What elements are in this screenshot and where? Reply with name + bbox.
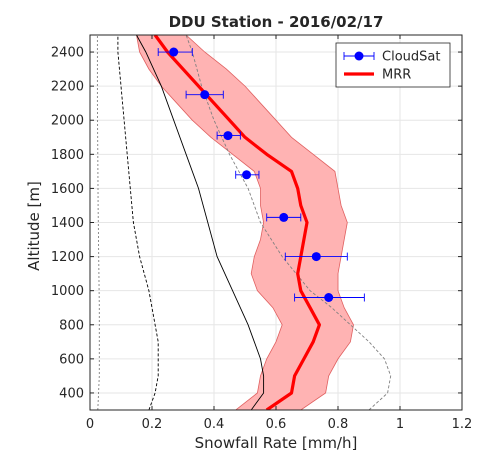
legend: CloudSat MRR [335, 42, 451, 88]
x-tick-label: 0.4 [204, 417, 225, 432]
x-tick-label: 0.6 [266, 417, 287, 432]
cloudsat-point [324, 293, 334, 302]
legend-box [335, 42, 451, 88]
ticks: 0 0.2 0.4 0.6 0.8 1 1.2 400 600 800 1000 1200 1400 16… [51, 35, 472, 432]
chart-title: DDU Station - 2016/02/17 [169, 13, 384, 31]
legend-label-mrr: MRR [382, 68, 411, 83]
mrr-line [153, 35, 321, 410]
reference-line-dashed-gray [185, 35, 392, 410]
y-tick-label: 2200 [51, 80, 84, 95]
cloudsat-point [200, 90, 210, 100]
cloudsat-point [311, 252, 321, 262]
legend-label-cloudsat: CloudSat [382, 50, 440, 65]
y-tick-label: 1000 [51, 284, 84, 299]
cloudsat-point [223, 131, 233, 141]
x-tick-label: 0.2 [142, 417, 163, 432]
cloudsat-point [169, 47, 179, 57]
x-tick-label: 1 [396, 417, 404, 432]
y-tick-label: 1400 [51, 216, 84, 231]
reference-line-solid [136, 35, 265, 410]
y-tick-label: 400 [59, 386, 84, 401]
y-tick-label: 2000 [51, 114, 84, 129]
reference-line-dotted-gray [96, 35, 100, 410]
y-axis-label: Altitude [m] [25, 181, 43, 271]
y-tick-label: 2400 [51, 46, 84, 61]
cloudsat-point [279, 212, 289, 222]
x-axis-label: Snowfall Rate [mm/h] [195, 434, 358, 452]
plot-layer [96, 35, 392, 410]
y-tick-label: 600 [59, 352, 84, 367]
x-tick-label: 0 [86, 417, 94, 432]
legend-cloudsat-marker [354, 51, 364, 61]
y-tick-label: 800 [59, 318, 84, 333]
reference-line-dashed [117, 35, 159, 410]
mrr-uncertainty-band [136, 35, 354, 410]
y-tick-label: 1800 [51, 148, 84, 163]
x-tick-label: 1.2 [452, 417, 473, 432]
x-tick-label: 0.8 [328, 417, 349, 432]
y-tick-label: 1600 [51, 182, 84, 197]
cloudsat-point [242, 170, 252, 180]
y-tick-label: 1200 [51, 250, 84, 265]
